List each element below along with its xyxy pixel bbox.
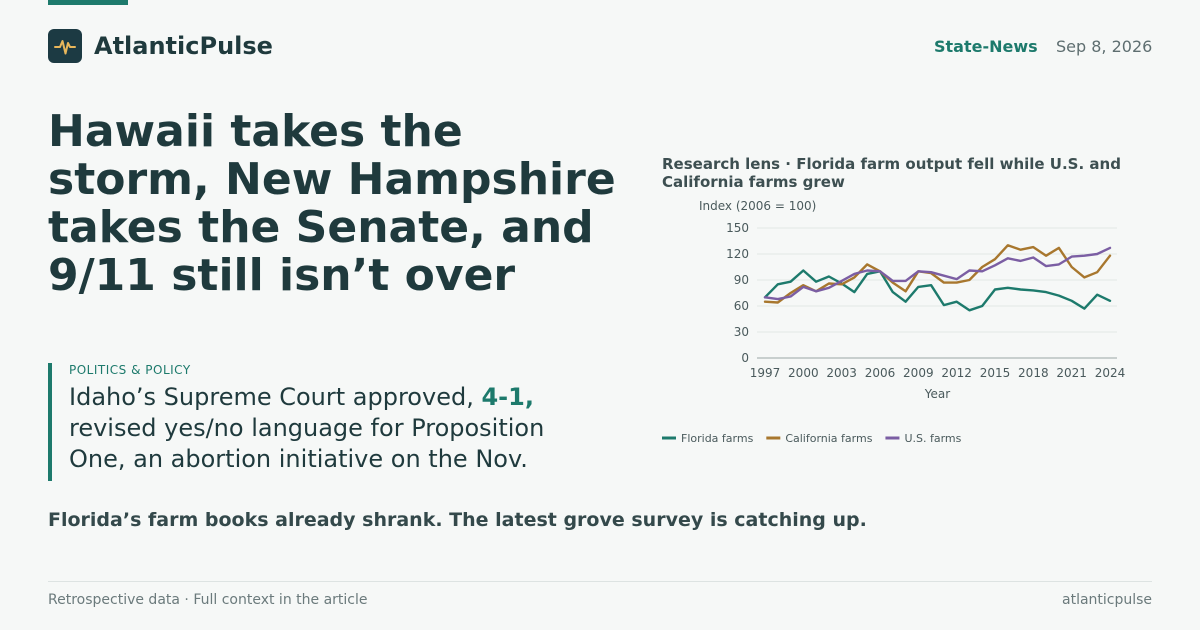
legend-label-3: U.S. farms xyxy=(904,432,961,445)
brand-name[interactable]: AtlanticPulse xyxy=(94,32,273,60)
x-tick-label: 2003 xyxy=(826,366,857,380)
y-tick-label: 120 xyxy=(726,247,749,261)
pulse-icon xyxy=(54,40,76,55)
y-tick-label: 0 xyxy=(741,351,749,365)
quote-text: Idaho’s Supreme Court approved, 4-1, rev… xyxy=(69,382,588,475)
x-tick-label: 2021 xyxy=(1056,366,1087,380)
top-accent-bar xyxy=(48,0,128,5)
series-line-2 xyxy=(763,244,1112,304)
chart-title: Research lens · Florida farm output fell… xyxy=(662,155,1121,191)
quote-text-before: Idaho’s Supreme Court approved, xyxy=(69,383,482,411)
x-tick-label: 1997 xyxy=(750,366,781,380)
quote-text-after: revised yes/no language for Proposition … xyxy=(69,414,545,473)
publish-date: Sep 8, 2026 xyxy=(1056,37,1153,56)
series-line-1 xyxy=(763,269,1112,312)
x-tick-label: 2024 xyxy=(1095,366,1126,380)
y-tick-label: 30 xyxy=(734,325,749,339)
y-axis-label: Index (2006 = 100) xyxy=(699,199,816,213)
x-tick-label: 2015 xyxy=(980,366,1011,380)
legend-label-2: California farms xyxy=(785,432,872,445)
x-tick-label: 2000 xyxy=(788,366,819,380)
quote-kicker: POLITICS & POLICY xyxy=(69,363,191,377)
series-line-3 xyxy=(763,246,1112,301)
footer-divider xyxy=(48,581,1152,582)
y-tick-label: 150 xyxy=(726,221,749,235)
headline: Hawaii takes the storm, New Hampshire ta… xyxy=(48,106,616,301)
x-tick-label: 2018 xyxy=(1018,366,1049,380)
section-link[interactable]: State-News xyxy=(934,37,1038,56)
line-chart: Index (2006 = 100) 0 30 60 90 120 150 1997 2000 2… xyxy=(662,199,1126,445)
legend-label-1: Florida farms xyxy=(681,432,754,445)
y-tick-label: 90 xyxy=(734,273,749,287)
pull-quote: POLITICS & POLICY Idaho’s Supreme Court … xyxy=(48,363,588,481)
footer-brand[interactable]: atlanticpulse xyxy=(1062,592,1153,608)
x-tick-label: 2009 xyxy=(903,366,934,380)
deck: Florida’s farm books already shrank. The… xyxy=(48,509,867,531)
footer-note: Retrospective data · Full context in the… xyxy=(48,592,368,608)
x-axis-label: Year xyxy=(924,387,950,401)
y-tick-label: 60 xyxy=(734,299,749,313)
x-tick-label: 2012 xyxy=(941,366,972,380)
brand-logo[interactable] xyxy=(48,29,82,63)
quote-highlight: 4-1, xyxy=(481,383,534,411)
x-tick-label: 2006 xyxy=(865,366,896,380)
